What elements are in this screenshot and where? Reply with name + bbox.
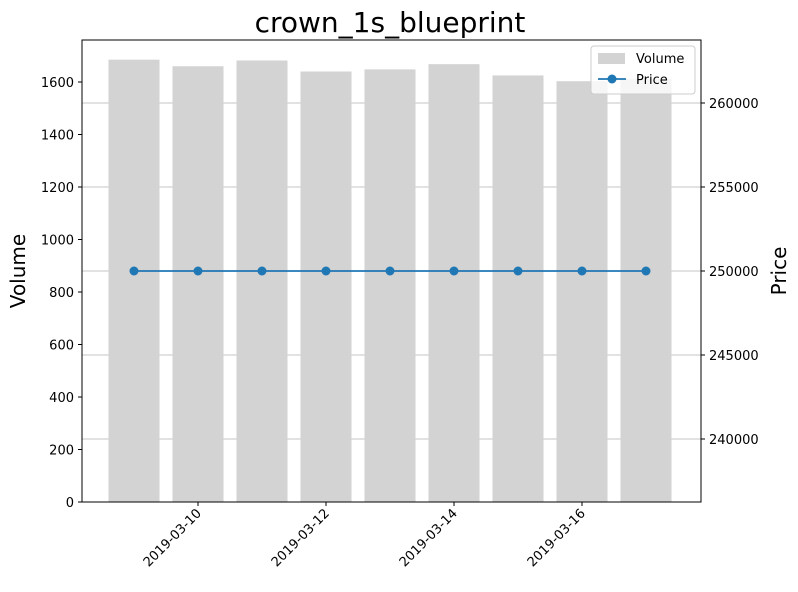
volume-bar	[620, 78, 672, 502]
volume-bar	[236, 60, 288, 502]
y-tick-label-left: 1600	[41, 76, 74, 91]
legend-price-label: Price	[636, 73, 668, 88]
y-tick-label-left: 200	[49, 444, 74, 459]
x-tick-label: 2019-03-12	[269, 506, 333, 570]
x-tick-label: 2019-03-10	[141, 506, 205, 570]
volume-bars	[108, 59, 672, 503]
price-series	[129, 266, 651, 276]
y-tick-label-right: 250000	[709, 265, 759, 280]
price-marker	[449, 266, 459, 276]
y-tick-label-right: 255000	[709, 181, 759, 196]
y-tick-label-right: 240000	[709, 433, 759, 448]
chart-title: crown_1s_blueprint	[255, 6, 526, 39]
y-tick-label-left: 800	[49, 286, 74, 301]
y-tick-label-left: 600	[49, 339, 74, 354]
volume-bar	[172, 66, 224, 502]
y-tick-label-left: 1400	[41, 129, 74, 144]
price-marker	[129, 266, 139, 276]
y-tick-label-left: 1200	[41, 181, 74, 196]
volume-bar	[108, 59, 160, 502]
price-marker	[193, 266, 203, 276]
legend-volume-label: Volume	[636, 52, 684, 67]
volume-bar	[300, 71, 352, 502]
y-tick-label-left: 0	[66, 496, 74, 511]
y-tick-label-left: 1000	[41, 234, 74, 249]
price-marker	[321, 266, 331, 276]
y-tick-label-right: 245000	[709, 349, 759, 364]
price-marker	[513, 266, 523, 276]
legend-volume-swatch	[598, 53, 625, 64]
price-marker	[385, 266, 395, 276]
y-tick-label-right: 260000	[709, 97, 759, 112]
price-marker	[577, 266, 587, 276]
legend-price-marker	[607, 74, 617, 84]
volume-bar	[364, 69, 416, 503]
y-axis-label-left: Volume	[6, 234, 30, 308]
y-axis-label-right: Price	[767, 247, 791, 296]
y-tick-label-left: 400	[49, 391, 74, 406]
x-tick-label: 2019-03-14	[397, 506, 461, 570]
legend: Volume Price	[590, 45, 696, 95]
x-tick-label: 2019-03-16	[525, 506, 589, 570]
price-marker	[257, 266, 267, 276]
price-marker	[641, 266, 651, 276]
volume-bar	[428, 64, 480, 503]
volume-bar	[492, 75, 544, 502]
volume-bar	[556, 81, 608, 503]
